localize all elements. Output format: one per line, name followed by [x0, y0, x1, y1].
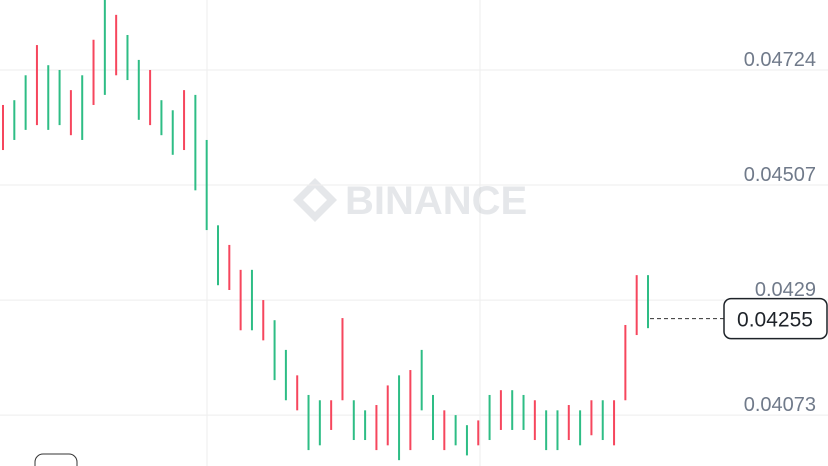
- candle: [488, 394, 491, 441]
- button[interactable]: [34, 453, 78, 466]
- candle: [103, 0, 106, 95]
- candle: [160, 100, 163, 136]
- candle: [24, 75, 27, 130]
- candle: [533, 400, 536, 441]
- candle: [567, 405, 570, 441]
- candle: [647, 275, 649, 329]
- candle: [126, 34, 129, 81]
- y-tick-label: 0.04507: [744, 164, 816, 186]
- candle: [318, 400, 321, 446]
- last-price-box: [723, 297, 828, 340]
- candle: [13, 100, 16, 140]
- watermark: BINANCE: [293, 178, 527, 223]
- y-tick-label: 0.04724: [744, 49, 816, 71]
- candle: [454, 415, 457, 446]
- candle: [137, 59, 140, 120]
- candle: [624, 324, 627, 401]
- candle: [477, 420, 480, 446]
- watermark-logo: [293, 178, 337, 222]
- candle: [590, 400, 593, 436]
- candle: [250, 269, 253, 331]
- candle: [217, 225, 219, 286]
- candle: [375, 405, 378, 451]
- candle: [273, 320, 276, 381]
- candle: [420, 349, 423, 411]
- candle: [364, 410, 367, 441]
- candle: [35, 45, 38, 126]
- candle: [228, 244, 231, 290]
- y-tick-label: 0.04073: [744, 394, 816, 416]
- candle: [92, 39, 95, 105]
- candle: [352, 400, 355, 441]
- candle: [115, 14, 118, 76]
- candle: [183, 90, 186, 151]
- watermark-text: BINANCE: [345, 179, 527, 223]
- candle: [341, 318, 344, 401]
- candle: [296, 375, 299, 411]
- candle: [149, 69, 152, 126]
- candle: [81, 75, 84, 140]
- candle: [556, 410, 559, 451]
- candle: [205, 139, 208, 231]
- candle: [307, 394, 310, 451]
- candle: [330, 400, 333, 430]
- candle: [432, 394, 434, 441]
- candle: [613, 400, 616, 446]
- candle: [262, 300, 265, 341]
- candle: [194, 94, 197, 191]
- last-price-label: 0.04255: [737, 309, 813, 332]
- candle: [579, 410, 582, 446]
- candle: [499, 390, 502, 430]
- candle: [2, 104, 4, 151]
- candle: [386, 385, 389, 446]
- candle: [69, 90, 72, 136]
- candle: [635, 275, 638, 336]
- candle: [443, 410, 446, 451]
- candle: [465, 425, 468, 456]
- candle: [511, 390, 514, 430]
- candle: [171, 110, 174, 155]
- candle: [409, 370, 412, 451]
- candle: [58, 69, 61, 126]
- candle: [601, 400, 604, 441]
- candle: [47, 65, 50, 130]
- y-tick-label: 0.0429: [755, 279, 816, 301]
- candle: [522, 394, 525, 430]
- candle: [398, 375, 401, 461]
- candle: [239, 269, 242, 331]
- candle: [284, 349, 287, 401]
- candle: [545, 410, 548, 451]
